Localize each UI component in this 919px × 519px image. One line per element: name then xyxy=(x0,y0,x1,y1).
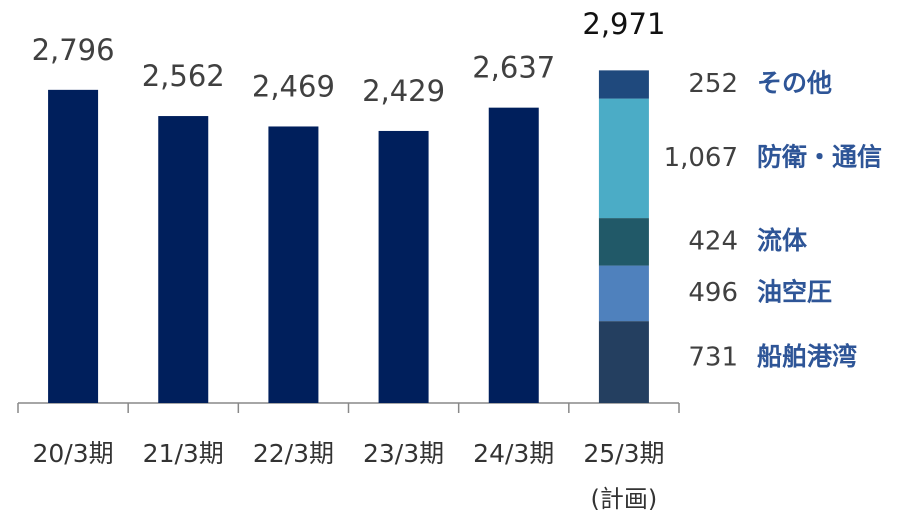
x-tick-label: 25/3期 xyxy=(583,439,664,468)
segment-value-label: 731 xyxy=(688,343,738,373)
segment-name: 流体 xyxy=(757,226,808,255)
stack-segment xyxy=(598,265,649,322)
stack-segment xyxy=(598,98,649,219)
bar xyxy=(48,89,99,404)
bar xyxy=(268,126,319,404)
value-label: 2,562 xyxy=(142,59,225,93)
segment-name: 防衛・通信 xyxy=(757,142,882,171)
stack-segment xyxy=(598,70,649,99)
x-tick-label: 21/3期 xyxy=(143,439,224,468)
segment-value-label: 252 xyxy=(688,69,738,99)
total-label: 2,971 xyxy=(582,7,665,41)
x-tick-label: 20/3期 xyxy=(33,439,114,468)
stack-segment xyxy=(598,218,649,266)
bar xyxy=(378,130,429,403)
segment-value-label: 1,067 xyxy=(664,143,738,173)
stack-segment xyxy=(598,321,649,403)
x-tick-label: 22/3期 xyxy=(253,439,334,468)
x-tick-note: (計画) xyxy=(591,485,658,513)
segment-name: その他 xyxy=(757,68,832,97)
segment-name: 油空圧 xyxy=(757,277,832,306)
value-label: 2,469 xyxy=(252,69,335,103)
bar xyxy=(488,107,539,403)
x-tick-label: 24/3期 xyxy=(473,439,554,468)
bar xyxy=(158,116,209,403)
value-label: 2,796 xyxy=(32,33,115,67)
value-label: 2,637 xyxy=(472,51,555,85)
x-tick-label: 23/3期 xyxy=(363,439,444,468)
value-label: 2,429 xyxy=(362,74,445,108)
segment-name: 船舶港湾 xyxy=(757,342,857,371)
segment-value-label: 424 xyxy=(688,226,738,256)
segment-value-label: 496 xyxy=(688,278,738,308)
